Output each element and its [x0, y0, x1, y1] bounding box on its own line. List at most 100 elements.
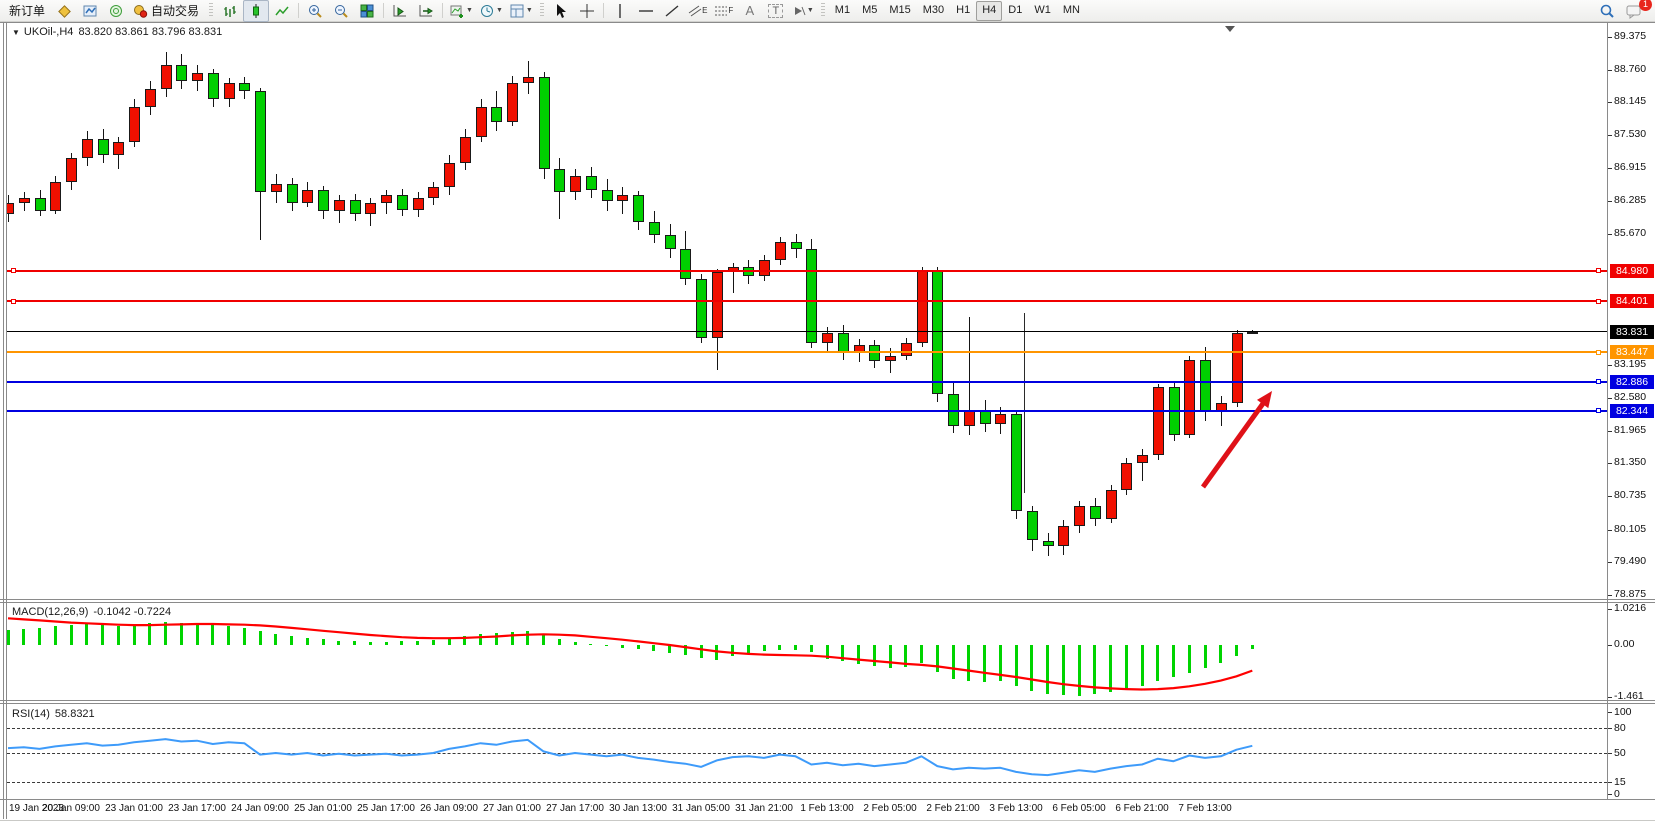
macd-histogram-bar: [825, 645, 829, 659]
price-level-line-83.447[interactable]: [7, 351, 1607, 353]
chart-shift-marker: [1225, 26, 1235, 32]
price-tick-mark: [1608, 201, 1612, 203]
bar-chart-button[interactable]: [217, 0, 243, 22]
trendline-icon: [665, 4, 679, 17]
vertical-line-tool[interactable]: [607, 0, 633, 22]
zoom-in-button[interactable]: [302, 0, 328, 22]
tile-windows-button[interactable]: [354, 0, 380, 22]
rsi-tick-mark: [1608, 781, 1612, 783]
notifications-button[interactable]: 1: [1620, 0, 1652, 22]
timeframe-button-h1[interactable]: H1: [956, 3, 971, 16]
line-handle[interactable]: [11, 268, 16, 274]
price-tick-mark: [1608, 167, 1612, 169]
candle: [1026, 511, 1038, 541]
line-handle[interactable]: [1596, 298, 1601, 304]
pane-separator[interactable]: [0, 599, 1655, 600]
macd-histogram-bar: [510, 632, 514, 645]
label-tool-letter: T: [768, 3, 784, 18]
price-axis[interactable]: 89.375 88.760 88.145 87.530 86.915 86.285 85.6…: [1608, 22, 1655, 801]
autotrading-button[interactable]: 自动交易: [129, 0, 205, 22]
price-chart-pane[interactable]: ▼ UKOil-,H4 83.820 83.861 83.796 83.831: [7, 23, 1607, 599]
macd-histogram-bar: [494, 633, 498, 645]
new-order-button[interactable]: 新订单: [3, 0, 51, 22]
line-handle[interactable]: [1596, 379, 1601, 385]
red-arrow-annotation[interactable]: [7, 23, 1607, 599]
pane-separator[interactable]: [0, 602, 1655, 603]
macd-histogram-bar: [1219, 645, 1223, 663]
candle: [885, 355, 896, 361]
vertical-line-annotation[interactable]: [1024, 313, 1025, 493]
pane-separator[interactable]: [0, 703, 1655, 704]
indicators-button[interactable]: ▼: [446, 0, 476, 22]
line-handle[interactable]: [1596, 408, 1601, 414]
line-chart-button[interactable]: [269, 0, 295, 22]
line-handle[interactable]: [1596, 349, 1601, 355]
time-label: 27 Jan 17:00: [546, 803, 604, 814]
candle: [1152, 387, 1164, 456]
price-level-line-83.831[interactable]: [7, 331, 1607, 333]
macd-histogram-bar: [951, 645, 955, 679]
timeframe-button-m15[interactable]: M15: [889, 3, 911, 16]
auto-scroll-button[interactable]: [387, 0, 413, 22]
toolbar-grip[interactable]: [820, 3, 825, 18]
horizontal-line-tool[interactable]: [633, 0, 659, 22]
channel-tool[interactable]: E: [685, 0, 711, 22]
pane-separator[interactable]: [0, 700, 1655, 701]
candle: [1089, 505, 1101, 520]
macd-histogram-bar: [400, 641, 404, 645]
macd-histogram-bar: [290, 636, 293, 645]
candle: [507, 83, 518, 122]
trendline-tool[interactable]: [659, 0, 685, 22]
timeframe-button-mn[interactable]: MN: [1062, 3, 1080, 16]
price-tick-label: 78.875: [1614, 587, 1647, 600]
candlestick-chart-button[interactable]: [243, 0, 270, 22]
toolbar-separator: [602, 3, 604, 18]
price-level-line-82.344[interactable]: [7, 409, 1607, 412]
zoom-out-button[interactable]: [328, 0, 354, 22]
time-axis[interactable]: 19 Jan 2023 20 Jan 09:00 23 Jan 01:00 23 Ja…: [7, 800, 1607, 820]
toolbar-grip[interactable]: [209, 3, 214, 18]
time-label: 2 Feb 05:00: [863, 803, 917, 814]
price-level-line-82.886[interactable]: [7, 380, 1607, 383]
price-tick-mark: [1608, 365, 1612, 367]
text-tool[interactable]: A: [737, 0, 763, 22]
symbol-dropdown-icon[interactable]: ▼: [12, 28, 20, 37]
chart-profiles-icon[interactable]: [51, 0, 77, 22]
macd-histogram-bar: [101, 625, 104, 645]
candle: [1247, 331, 1259, 334]
ohlc-quote-text: 83.820 83.861 83.796 83.831: [78, 26, 223, 38]
search-button[interactable]: [1594, 0, 1620, 22]
crosshair-button[interactable]: [574, 0, 600, 22]
line-handle[interactable]: [11, 298, 16, 304]
candle: [223, 83, 235, 100]
shapes-tool[interactable]: ▼: [789, 0, 817, 22]
market-watch-icon[interactable]: [77, 0, 103, 22]
timeframe-button-d1[interactable]: D1: [1008, 3, 1023, 16]
timeframe-button-m30[interactable]: M30: [922, 3, 945, 16]
toolbar-grip[interactable]: [539, 3, 544, 18]
macd-histogram-bar: [872, 645, 876, 666]
price-tick-label: 79.490: [1614, 555, 1647, 568]
text-label-tool[interactable]: T: [763, 0, 789, 22]
chart-shift-button[interactable]: [413, 0, 439, 22]
rsi-pane[interactable]: RSI(14) 58.8321: [7, 706, 1607, 798]
cursor-button[interactable]: [548, 0, 574, 22]
line-handle[interactable]: [1596, 268, 1601, 274]
macd-histogram-bar: [967, 645, 971, 681]
price-level-line-84.401[interactable]: [7, 300, 1607, 303]
timeframe-button-h4[interactable]: H4: [976, 0, 1003, 21]
macd-pane[interactable]: MACD(12,26,9) -0.1042 -0.7224: [7, 604, 1607, 699]
timeframe-button-m1[interactable]: M1: [834, 3, 851, 16]
timeframe-button-w1[interactable]: W1: [1034, 3, 1051, 16]
rsi-tick-label: 100: [1614, 706, 1632, 718]
timeframe-button-m5[interactable]: M5: [862, 3, 878, 16]
templates-button[interactable]: ▼: [506, 0, 536, 22]
macd-histogram-bar: [53, 626, 57, 645]
navigator-icon[interactable]: [103, 0, 129, 22]
chevron-down-icon: ▼: [806, 7, 814, 14]
price-level-line-84.980[interactable]: [7, 269, 1607, 272]
time-label: 19 Jan 2023: [9, 803, 65, 814]
fibonacci-tool[interactable]: F: [711, 0, 737, 22]
periods-button[interactable]: ▼: [476, 0, 506, 22]
window-border-left-inner: [6, 22, 7, 819]
